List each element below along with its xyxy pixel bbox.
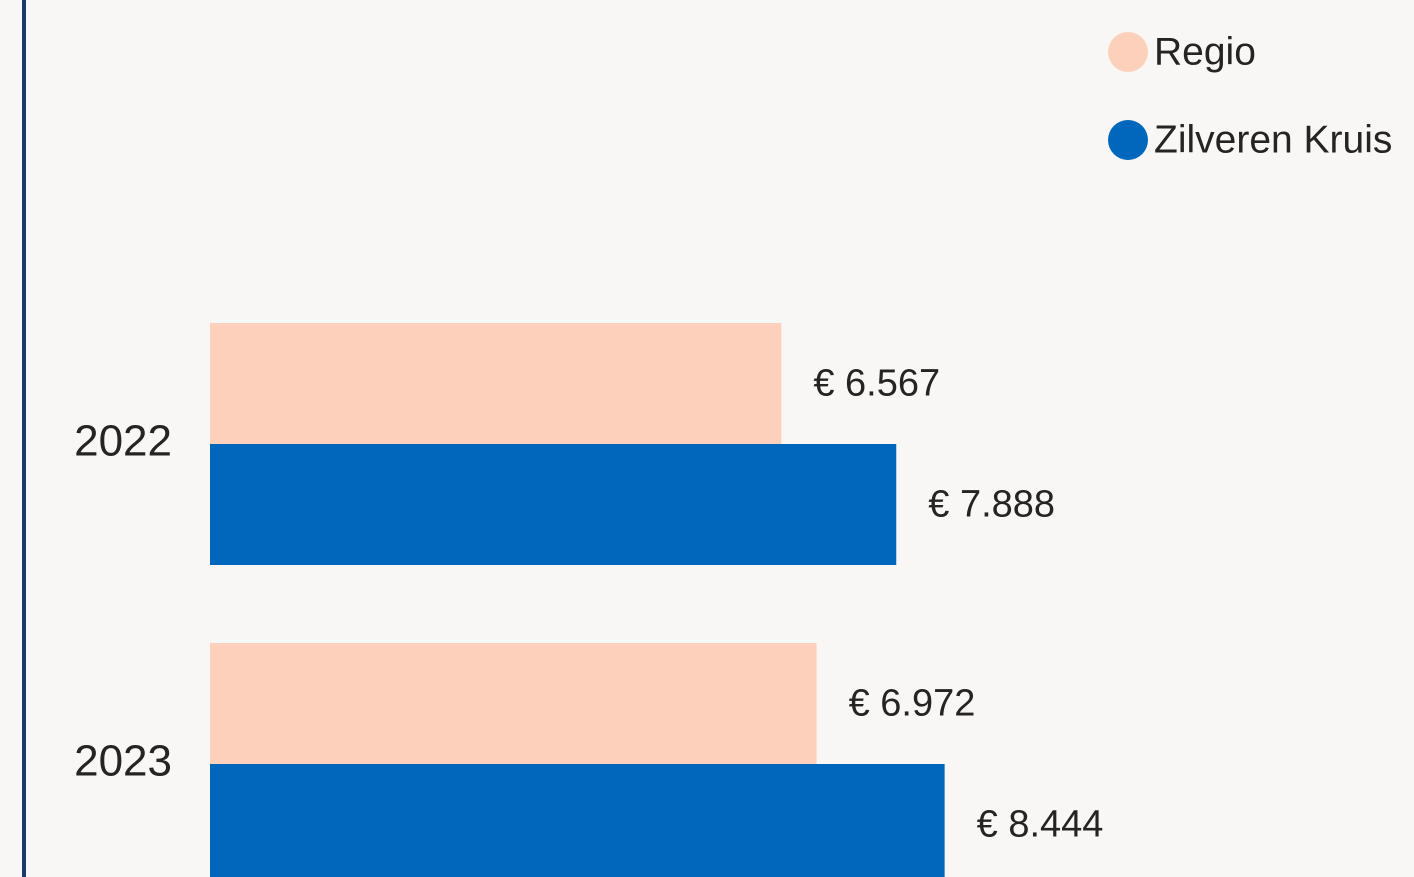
bar xyxy=(210,764,945,877)
value-label: € 8.444 xyxy=(977,804,1104,846)
value-label: € 7.888 xyxy=(928,484,1055,526)
bar xyxy=(210,444,897,565)
legend-swatch xyxy=(1108,120,1148,160)
y-tick-label: 2022 xyxy=(74,417,172,466)
legend-label: Regio xyxy=(1154,30,1256,73)
y-tick-label: 2023 xyxy=(74,737,172,786)
left-border xyxy=(22,0,26,877)
legend-label: Zilveren Kruis xyxy=(1154,118,1392,161)
value-label: € 6.567 xyxy=(813,363,940,405)
value-label: € 6.972 xyxy=(849,683,976,725)
legend-swatch xyxy=(1108,32,1148,72)
bar xyxy=(210,323,782,444)
bar xyxy=(210,643,817,764)
